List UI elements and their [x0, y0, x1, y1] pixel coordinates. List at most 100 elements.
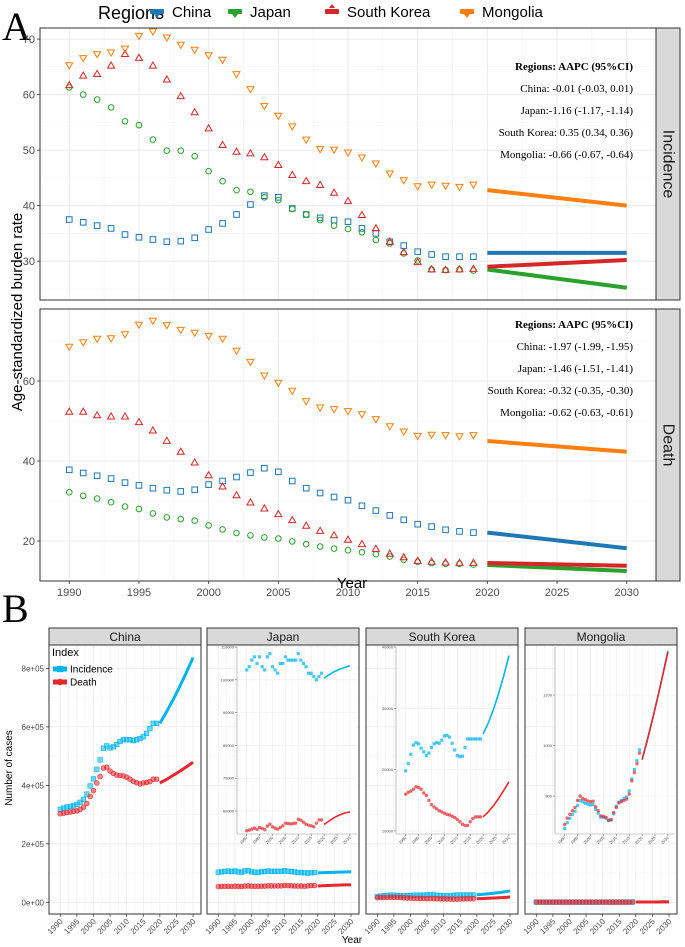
data-point [275, 194, 282, 201]
y-tick-label: 50 [23, 145, 35, 157]
data-point [261, 194, 268, 201]
forecast-line [487, 258, 627, 269]
inset-x-tick-label: 1990 [557, 835, 567, 845]
inset-data-point [409, 789, 413, 793]
data-point [344, 225, 352, 233]
inset-data-point [250, 658, 254, 662]
data-point [343, 149, 353, 158]
inset-data-point [453, 748, 457, 752]
data-point [93, 96, 101, 103]
inset-data-point [299, 658, 303, 662]
data-point [343, 196, 353, 205]
forecast-line [487, 530, 627, 551]
annotation-title: Regions: AAPC (95%CI) [515, 319, 633, 331]
data-point [247, 201, 254, 208]
facet-death: 20 40 60 Regions: AAPC (95%CI) China: -1.97 … [23, 308, 681, 582]
data-point [149, 484, 157, 492]
x-tick-label: 2030 [614, 587, 638, 599]
data-point [79, 492, 87, 500]
x-tick-label: 1990 [363, 917, 382, 936]
legend-key-mongolia [460, 9, 474, 14]
data-point [218, 481, 227, 490]
data-point [455, 433, 464, 441]
inset-data-point [416, 785, 421, 790]
facet-strip-label: Incidence [660, 130, 677, 199]
inset-series-incidence [245, 651, 351, 682]
annotation-line: South Korea: -0.32 (-0.35, -0.30) [488, 385, 634, 397]
inset-data-point [476, 737, 480, 741]
data-point [149, 510, 157, 517]
facet-strip [524, 627, 678, 646]
data-point [93, 472, 101, 480]
data-point [441, 557, 450, 566]
inset-data-point [319, 671, 324, 675]
inset-data-point [445, 733, 449, 737]
data-point [205, 167, 212, 175]
inset-x-tick-label: 2010 [608, 835, 618, 845]
inset-data-point [245, 668, 249, 672]
data-point [80, 804, 87, 810]
data-point [301, 521, 311, 529]
x-tick-label: 2010 [429, 917, 448, 936]
inset-data-point [573, 809, 577, 813]
legend-label: Incidence [70, 665, 113, 676]
data-point [106, 49, 116, 58]
x-tick-label: 1995 [379, 917, 398, 936]
inset-data-point [637, 748, 642, 752]
data-point [79, 91, 87, 98]
data-point [372, 507, 380, 514]
y-tick-label: 0e+00 [22, 898, 45, 907]
x-tick-label: 2025 [638, 917, 657, 936]
data-point [261, 534, 268, 541]
data-point [329, 406, 339, 414]
inset-data-point [411, 787, 416, 791]
data-point [302, 484, 310, 492]
inset-data-point [406, 790, 410, 795]
y-tick-label: 2e+05 [22, 840, 45, 849]
inset-data-point [434, 807, 439, 811]
data-point [135, 482, 143, 489]
inset-x-tick-label: 2015 [303, 835, 313, 845]
inset-data-point [635, 759, 639, 763]
inset-data-point [319, 818, 324, 822]
x-tick-label: 2000 [555, 917, 574, 936]
inset-x-tick-label: 2030 [660, 835, 670, 845]
data-point [469, 432, 478, 440]
data-point [311, 869, 318, 876]
inset-data-point [270, 825, 275, 829]
x-tick-label: 2030 [336, 917, 355, 936]
data-point [97, 757, 103, 763]
data-point [120, 45, 130, 54]
legend-key-japan [228, 9, 242, 14]
inset-data-point [601, 814, 606, 819]
data-point [372, 236, 380, 244]
x-tick-label: 1995 [538, 917, 557, 936]
data-point [232, 347, 241, 356]
facet-strip [48, 627, 202, 646]
data-point [64, 343, 74, 352]
data-point [204, 332, 213, 341]
data-point [413, 432, 423, 441]
data-point [93, 222, 101, 229]
data-point [385, 237, 395, 245]
inset-data-point [260, 826, 264, 831]
data-point [134, 53, 144, 61]
x-tick-label: 2005 [266, 587, 290, 599]
inset-background [396, 647, 516, 834]
x-tick-label: 2025 [479, 917, 498, 936]
data-point [470, 529, 477, 536]
inset-data-point [317, 674, 321, 679]
legend-label: Mongolia [482, 4, 544, 21]
inset-data-point [442, 734, 446, 738]
inset-data-point [627, 792, 631, 796]
inset-data-point [630, 777, 634, 781]
data-point [455, 264, 464, 273]
inset-data-point [414, 741, 418, 745]
data-point [64, 62, 74, 70]
data-point [190, 329, 200, 338]
data-point [87, 783, 93, 789]
inset-data-point [419, 746, 423, 750]
data-point [344, 546, 352, 554]
inset-data-point [596, 809, 600, 813]
